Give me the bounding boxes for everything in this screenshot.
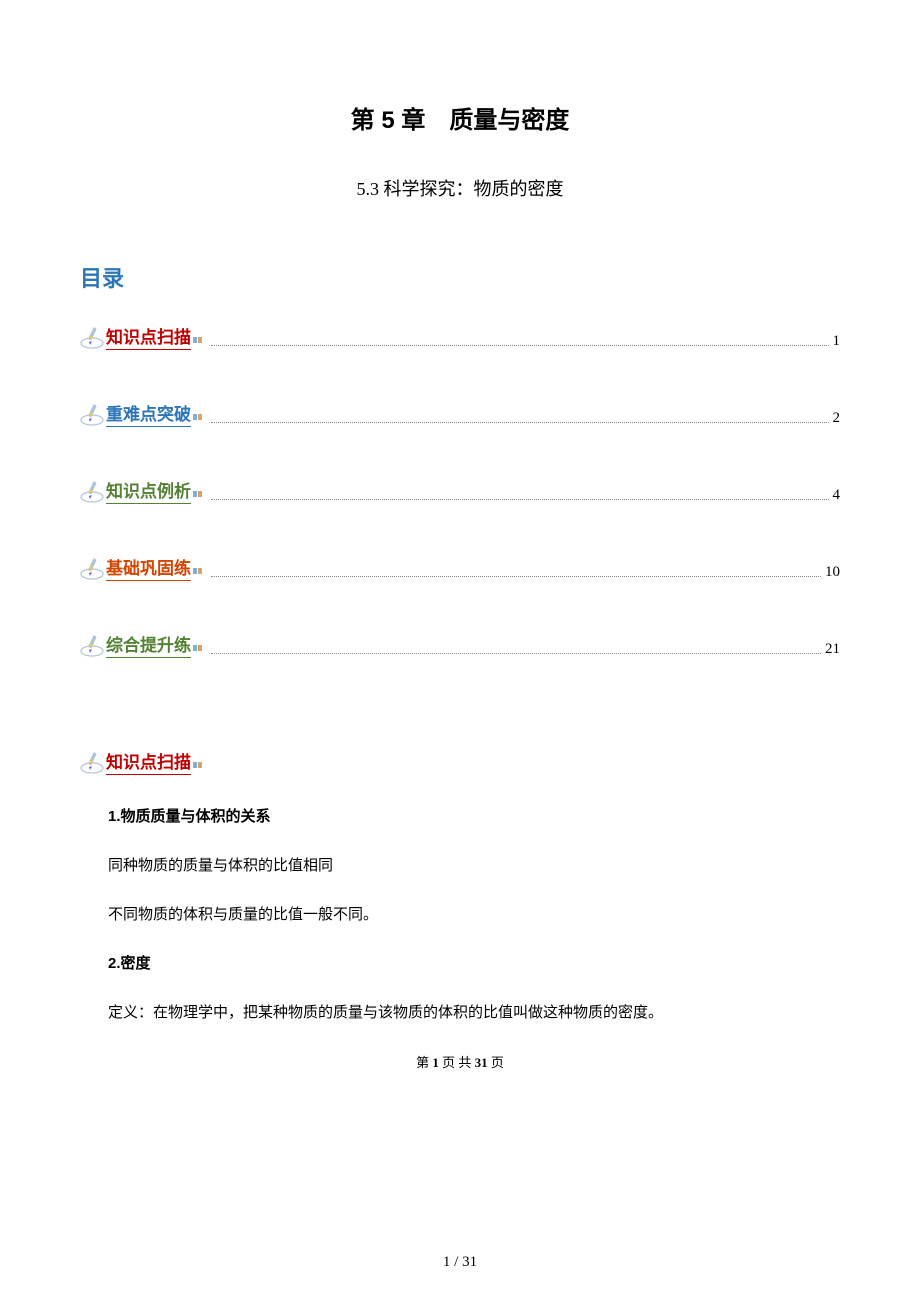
toc-label-wrap: 知识点例析 bbox=[80, 477, 203, 504]
body-heading: 1.物质质量与体积的关系 bbox=[80, 805, 840, 826]
paragraphs-container: 1.物质质量与体积的关系同种物质的质量与体积的比值相同不同物质的体积与质量的比值… bbox=[80, 805, 840, 1022]
decor-icon bbox=[193, 486, 203, 496]
section-heading-wrap: 知识点扫描 bbox=[80, 748, 203, 775]
toc-leader bbox=[211, 422, 829, 423]
toc-leader bbox=[211, 499, 829, 500]
toc-label: 基础巩固练 bbox=[106, 554, 191, 581]
pen-icon bbox=[80, 750, 104, 774]
decor-icon bbox=[193, 757, 203, 767]
body-heading: 2.密度 bbox=[80, 952, 840, 973]
body-text: 不同物质的体积与质量的比值一般不同。 bbox=[80, 903, 840, 924]
toc-item[interactable]: 知识点例析 4 bbox=[80, 477, 840, 504]
toc-page-number: 21 bbox=[825, 641, 840, 658]
toc-label-wrap: 综合提升练 bbox=[80, 631, 203, 658]
toc-label-wrap: 知识点扫描 bbox=[80, 323, 203, 350]
toc-item[interactable]: 知识点扫描 1 bbox=[80, 323, 840, 350]
toc-item[interactable]: 基础巩固练 10 bbox=[80, 554, 840, 581]
decor-icon bbox=[193, 332, 203, 342]
toc-header: 目录 bbox=[80, 261, 840, 293]
pen-icon bbox=[80, 479, 104, 503]
body-text: 同种物质的质量与体积的比值相同 bbox=[80, 854, 840, 875]
toc-page-number: 1 bbox=[833, 333, 841, 350]
page-footer: 第 1 页 共 31 页 bbox=[80, 1052, 840, 1071]
toc-label: 知识点扫描 bbox=[106, 323, 191, 350]
toc-label-wrap: 基础巩固练 bbox=[80, 554, 203, 581]
chapter-title: 第 5 章 质量与密度 bbox=[80, 100, 840, 135]
section-subtitle: 5.3 科学探究：物质的密度 bbox=[80, 175, 840, 201]
decor-icon bbox=[193, 640, 203, 650]
content-section: 知识点扫描 1.物质质量与体积的关系同种物质的质量与体积的比值相同不同物质的体积… bbox=[80, 748, 840, 1022]
decor-icon bbox=[193, 409, 203, 419]
toc-item[interactable]: 综合提升练 21 bbox=[80, 631, 840, 658]
toc-label: 综合提升练 bbox=[106, 631, 191, 658]
toc-leader bbox=[211, 345, 829, 346]
pen-icon bbox=[80, 556, 104, 580]
pen-icon bbox=[80, 402, 104, 426]
section-heading: 知识点扫描 bbox=[106, 748, 191, 775]
toc-leader bbox=[211, 653, 821, 654]
toc-label: 重难点突破 bbox=[106, 400, 191, 427]
toc-page-number: 2 bbox=[833, 410, 841, 427]
toc-page-number: 10 bbox=[825, 564, 840, 581]
toc-label-wrap: 重难点突破 bbox=[80, 400, 203, 427]
toc-item[interactable]: 重难点突破 2 bbox=[80, 400, 840, 427]
pen-icon bbox=[80, 633, 104, 657]
pen-icon bbox=[80, 325, 104, 349]
body-text: 定义：在物理学中，把某种物质的质量与该物质的体积的比值叫做这种物质的密度。 bbox=[80, 1001, 840, 1022]
bottom-counter: 1 / 31 bbox=[0, 1254, 920, 1271]
toc-page-number: 4 bbox=[833, 487, 841, 504]
toc-leader bbox=[211, 576, 821, 577]
toc-label: 知识点例析 bbox=[106, 477, 191, 504]
decor-icon bbox=[193, 563, 203, 573]
toc-container: 知识点扫描 1 重难点突破 2 知识点例析 4 基础巩固练 10 综合提升练 2… bbox=[80, 323, 840, 658]
